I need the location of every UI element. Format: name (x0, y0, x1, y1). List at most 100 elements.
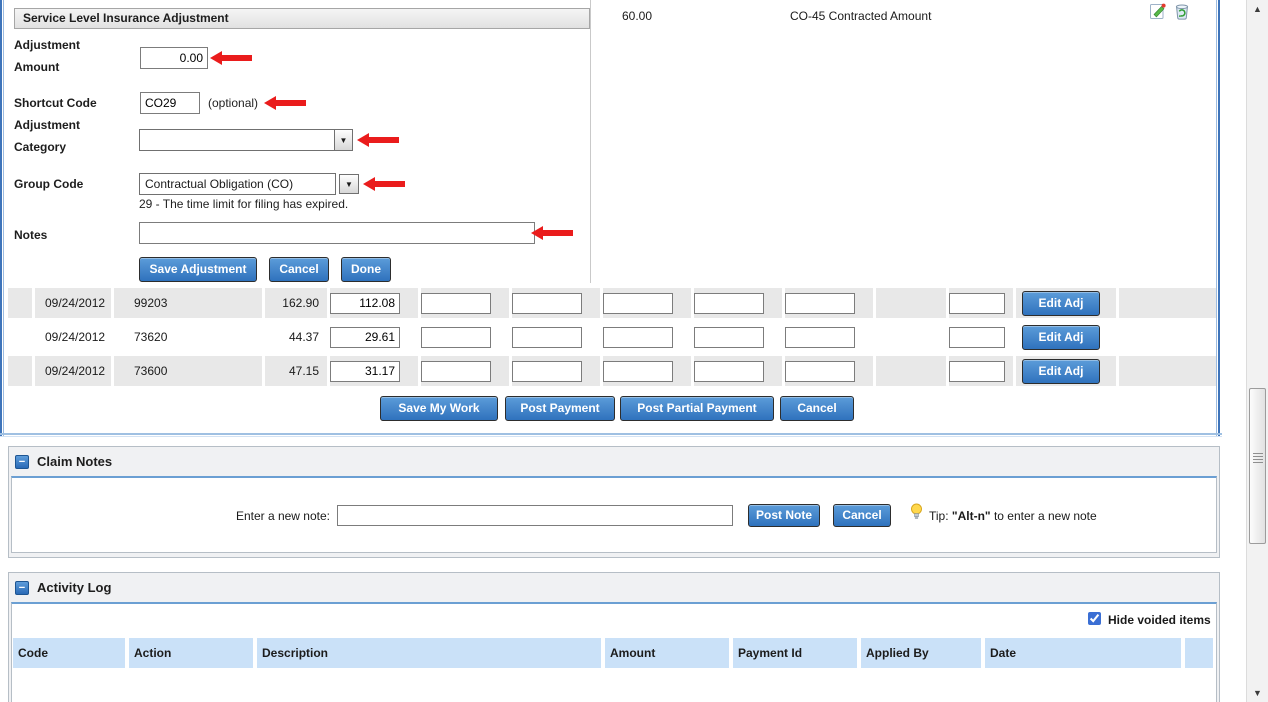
panel-right-edge (1218, 0, 1220, 437)
column-header-payment-id: Payment Id (733, 638, 857, 668)
notes-label: Notes (14, 228, 48, 242)
cancel-posting-button[interactable]: Cancel (780, 396, 854, 421)
shortcut-code-input[interactable] (140, 92, 200, 114)
scrollbar-thumb[interactable] (1249, 388, 1266, 544)
service-date: 09/24/2012 (35, 322, 111, 352)
adjustment-category-select[interactable]: ▼ (139, 129, 353, 151)
row-amount-input[interactable] (421, 326, 491, 348)
collapse-icon[interactable]: − (15, 454, 29, 469)
chevron-down-icon[interactable]: ▼ (334, 130, 352, 150)
row-amount-input[interactable] (512, 326, 582, 348)
edit-adj-button[interactable]: Edit Adj (1022, 358, 1100, 384)
row-amount-input[interactable] (694, 292, 764, 314)
row-amount-input[interactable] (785, 292, 855, 314)
annotation-arrow-group (363, 177, 407, 191)
charge-amount: 162.90 (265, 288, 327, 318)
row-amount-input[interactable] (603, 292, 673, 314)
group-code-value: Contractual Obligation (CO) (145, 177, 294, 191)
column-header-description: Description (257, 638, 601, 668)
activity-log-title: Activity Log (37, 580, 112, 595)
scroll-up-icon[interactable]: ▲ (1253, 4, 1262, 14)
delete-adjustment-icon[interactable] (1173, 2, 1191, 23)
notes-input[interactable] (139, 222, 535, 244)
panel-left-edge (0, 0, 2, 437)
row-amount-input[interactable] (603, 360, 673, 382)
edit-adj-button[interactable]: Edit Adj (1022, 290, 1100, 316)
row-amount-input[interactable] (694, 360, 764, 382)
adjustment-amount-label-line2: Amount (14, 60, 60, 74)
adjustment-value-input[interactable] (330, 292, 400, 314)
hide-voided-checkbox[interactable] (1088, 612, 1101, 625)
activity-log-panel: − Activity Log Hide voided items Code Ac… (8, 572, 1220, 702)
row-amount-input[interactable] (512, 360, 582, 382)
new-note-input[interactable] (337, 505, 733, 526)
column-header-code: Code (13, 638, 125, 668)
post-partial-payment-button[interactable]: Post Partial Payment (620, 396, 774, 421)
post-note-button[interactable]: Post Note (748, 504, 820, 527)
activity-log-column-headers: Code Action Description Amount Payment I… (13, 638, 1217, 668)
adjustment-form-title: Service Level Insurance Adjustment (14, 8, 590, 29)
charge-amount: 44.37 (265, 322, 327, 352)
row-amount-input[interactable] (694, 326, 764, 348)
edit-adj-button[interactable]: Edit Adj (1022, 324, 1100, 350)
row-amount-input[interactable] (421, 292, 491, 314)
applied-adjustment-description: CO-45 Contracted Amount (790, 9, 932, 23)
group-code-label: Group Code (14, 177, 84, 191)
row-amount-input[interactable] (949, 292, 1005, 314)
column-header-date: Date (985, 638, 1181, 668)
collapse-icon[interactable]: − (15, 580, 29, 595)
chevron-down-icon[interactable]: ▼ (339, 174, 359, 194)
adjustment-category-label-line2: Category (14, 140, 67, 154)
tip-shortcut: "Alt-n" (951, 509, 991, 523)
service-lines-table: 09/24/2012 99203 162.90 Edit Adj 09/24/2… (8, 288, 1216, 390)
adjustment-amount-input[interactable] (140, 47, 208, 69)
table-row: 09/24/2012 73600 47.15 Edit Adj (8, 356, 1216, 386)
table-row: 09/24/2012 99203 162.90 Edit Adj (8, 288, 1216, 318)
note-tip: Tip: "Alt-n" to enter a new note (929, 509, 1097, 523)
adjustment-category-label-line1: Adjustment (14, 118, 80, 132)
column-header-amount: Amount (605, 638, 729, 668)
edit-adjustment-icon[interactable] (1149, 2, 1167, 23)
adjustment-value-input[interactable] (330, 360, 400, 382)
row-amount-input[interactable] (785, 326, 855, 348)
save-adjustment-button[interactable]: Save Adjustment (139, 257, 257, 282)
row-amount-input[interactable] (421, 360, 491, 382)
tip-label: Tip: (929, 509, 949, 523)
procedure-code: 73620 (114, 322, 262, 352)
procedure-code: 73600 (114, 356, 262, 386)
shortcut-optional-hint: (optional) (208, 96, 259, 110)
row-amount-input[interactable] (949, 360, 1005, 382)
save-my-work-button[interactable]: Save My Work (380, 396, 498, 421)
post-payment-button[interactable]: Post Payment (505, 396, 615, 421)
applied-adjustment-amount: 60.00 (622, 9, 653, 23)
panel-left-edge-inner (3, 0, 4, 437)
panel-bottom-edge-inner (0, 436, 1222, 437)
vertical-scrollbar[interactable]: ▲ ▼ (1246, 0, 1268, 702)
form-list-divider (590, 0, 591, 283)
adjustment-value-input[interactable] (330, 326, 400, 348)
procedure-code: 99203 (114, 288, 262, 318)
claim-notes-panel: − Claim Notes Enter a new note: Post Not… (8, 446, 1220, 558)
group-code-help-text: 29 - The time limit for filing has expir… (139, 197, 349, 211)
row-amount-input[interactable] (785, 360, 855, 382)
group-code-select[interactable]: Contractual Obligation (CO) (139, 173, 336, 195)
scroll-down-icon[interactable]: ▼ (1253, 688, 1262, 698)
done-button[interactable]: Done (341, 257, 391, 282)
tip-text: to enter a new note (993, 509, 1097, 523)
row-amount-input[interactable] (603, 326, 673, 348)
charge-amount: 47.15 (265, 356, 327, 386)
annotation-arrow-shortcut (264, 96, 308, 110)
service-date: 09/24/2012 (35, 356, 111, 386)
adjustment-category-value (140, 130, 334, 150)
row-amount-input[interactable] (512, 292, 582, 314)
claim-notes-body: Enter a new note: Post Note Cancel Tip: … (11, 476, 1217, 553)
cancel-adjustment-button[interactable]: Cancel (269, 257, 329, 282)
adjustment-amount-label-line1: Adjustment (14, 38, 80, 52)
claim-notes-title: Claim Notes (37, 454, 113, 469)
table-row: 09/24/2012 73620 44.37 Edit Adj (8, 322, 1216, 352)
column-header-blank (1185, 638, 1213, 668)
column-header-action: Action (129, 638, 253, 668)
row-amount-input[interactable] (949, 326, 1005, 348)
cancel-note-button[interactable]: Cancel (833, 504, 891, 527)
